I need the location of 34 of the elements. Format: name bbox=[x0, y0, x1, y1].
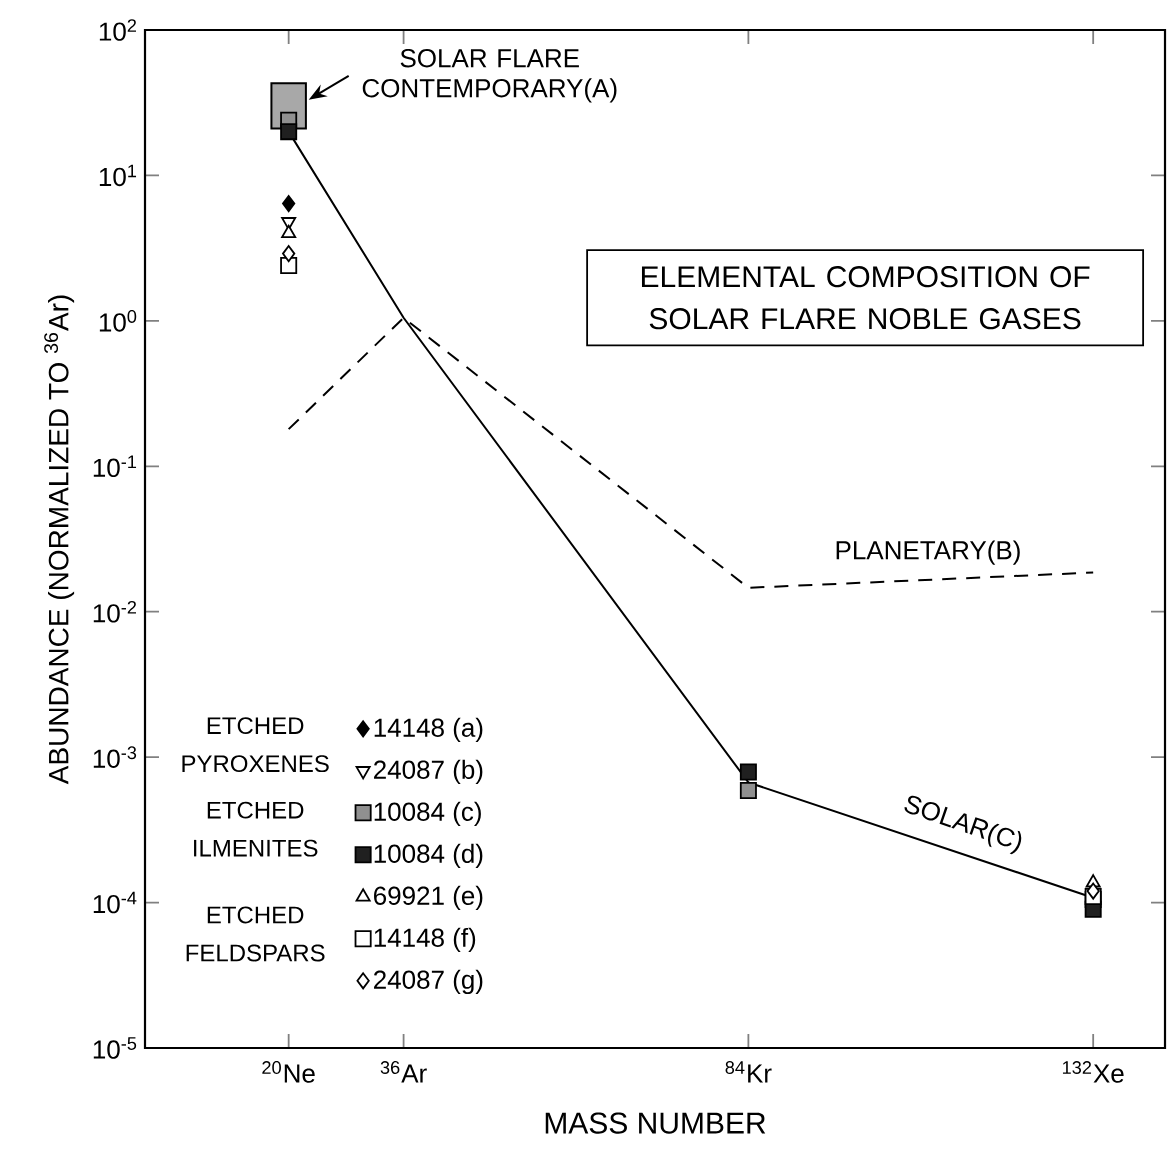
x-tick-label: $^{84}$Kr bbox=[725, 1061, 772, 1083]
legend-label: 14148 (f) bbox=[374, 927, 476, 953]
y-tick-label: 10$^{-4}$ bbox=[93, 891, 137, 914]
point bbox=[282, 245, 296, 263]
legend-label: 10084 (c) bbox=[374, 801, 481, 827]
point bbox=[739, 781, 757, 799]
annotation: SOLAR FLARE CONTEMPORARY(A) bbox=[362, 49, 617, 103]
point bbox=[739, 763, 757, 781]
legend-label: 14148 (a) bbox=[374, 717, 483, 743]
annotation: PLANETARY(B) bbox=[836, 540, 1020, 565]
legend-label: 24087 (b) bbox=[374, 759, 483, 785]
point bbox=[280, 123, 298, 141]
y-tick-label: 10$^{2}$ bbox=[99, 19, 136, 41]
x-axis-title: MASS NUMBER bbox=[545, 1112, 766, 1134]
annotation: ETCHED FELDSPARS bbox=[186, 906, 325, 962]
y-tick-label: 10$^{-2}$ bbox=[93, 600, 136, 623]
y-tick-label: 10$^{1}$ bbox=[99, 164, 137, 187]
y-tick-label: 10$^{0}$ bbox=[99, 310, 137, 332]
annotation: ETCHED PYROXENES bbox=[182, 717, 329, 773]
x-tick-label: $^{20}$Ne bbox=[262, 1061, 315, 1083]
legend-label: 69921 (e) bbox=[374, 885, 483, 911]
y-axis-title: ABUNDANCE (NORMALIZED TO $^{36}$Ar) bbox=[44, 295, 75, 785]
y-tick-label: 10$^{-1}$ bbox=[93, 455, 137, 478]
x-tick-label: $^{132}$Xe bbox=[1062, 1061, 1124, 1083]
legend-label: 24087 (g) bbox=[374, 969, 483, 995]
point bbox=[282, 195, 296, 213]
point bbox=[280, 257, 298, 275]
annotation: ETCHED ILMENITES bbox=[194, 801, 318, 857]
legend-label: 10084 (d) bbox=[374, 843, 483, 869]
point bbox=[1086, 882, 1100, 900]
y-tick-label: 10$^{-3}$ bbox=[93, 746, 137, 768]
x-tick-label: $^{36}$Ar bbox=[380, 1061, 427, 1083]
text: ELEMENTAL COMPOSITION OF SOLAR FLARE NOBLE GASES bbox=[641, 266, 1090, 330]
y-tick-label: 10$^{-5}$ bbox=[93, 1037, 137, 1059]
